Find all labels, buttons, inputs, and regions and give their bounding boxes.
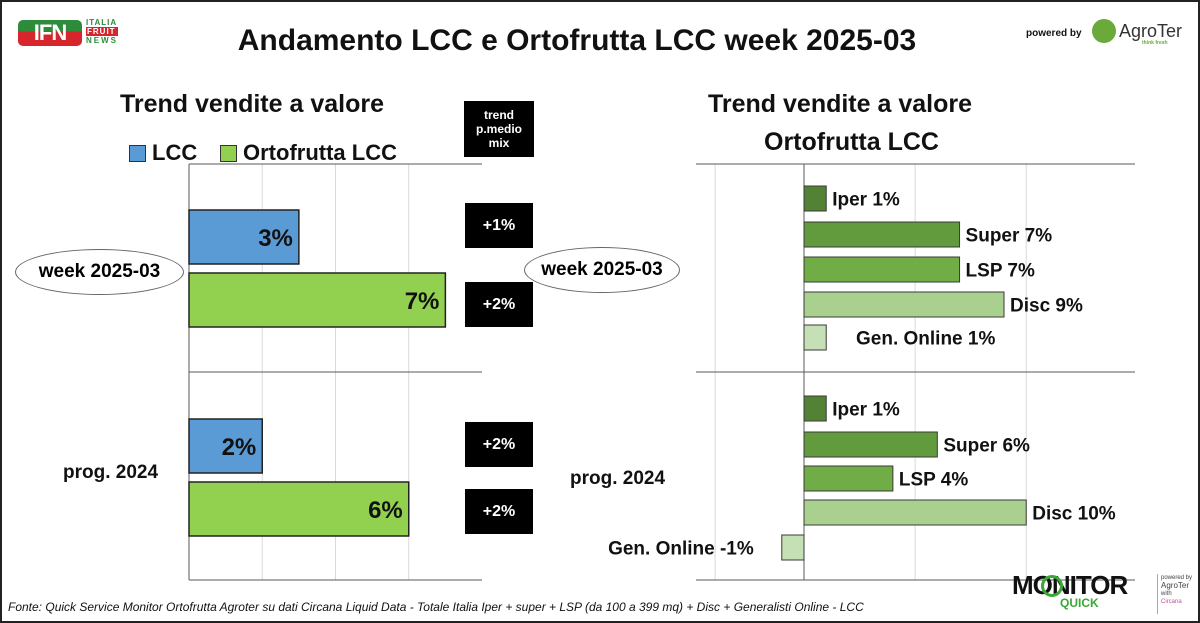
legend-label-ortofrutta: Ortofrutta LCC (243, 140, 397, 165)
right-bar-lsp-0 (803, 256, 961, 283)
legend-lcc: LCC (129, 140, 197, 166)
mini-circana: Circana (1161, 599, 1182, 605)
mini-with: with (1161, 591, 1172, 597)
right-bar-super-0 (803, 221, 961, 248)
monitor-powered-block: powered by AgroTer with Circana (1157, 574, 1197, 614)
right-bar-disc-1 (803, 499, 1027, 526)
trend-header-line-2: p.medio (475, 122, 522, 136)
trend-box-week-ortofrutta: +2% (465, 282, 533, 327)
left-bar-label: 2% (222, 434, 257, 461)
legend-label-lcc: LCC (152, 140, 198, 165)
monitor-quick-logo: MONITOR QUICK (1012, 570, 1152, 614)
ifn-logo: IFN ITALIA FRUIT NEWS (18, 18, 128, 48)
magnifier-icon (1041, 575, 1063, 597)
powered-by-label: powered by (1026, 28, 1082, 39)
left-bar-label: 7% (405, 288, 440, 315)
right-bar-lsp-1 (803, 465, 894, 492)
agroter-brand: AgroTer (1119, 21, 1183, 41)
right-bar-iper-1 (803, 395, 827, 422)
left-bar-label: 6% (368, 497, 403, 524)
right-bar-label: Gen. Online -1% (608, 539, 754, 560)
right-chart-title-line-1: Trend vendite a valore (708, 90, 972, 118)
ifn-logo-line-2: FRUIT (86, 27, 118, 36)
legend-swatch-ortofrutta (220, 144, 237, 162)
left-category-prog: prog. 2024 (63, 462, 159, 483)
left-bar-ortofrutta-lcc-0 (188, 272, 447, 328)
agroter-tagline: think fresh (1142, 40, 1168, 46)
main-title: Andamento LCC e Ortofrutta LCC week 2025… (237, 24, 917, 57)
left-bar-label: 3% (258, 225, 293, 252)
left-bar-ortofrutta-lcc-1 (188, 481, 410, 537)
right-bar-label: LSP 4% (899, 470, 968, 491)
right-bar-label: Disc 10% (1032, 504, 1116, 525)
trend-box-prog-lcc: +2% (465, 422, 533, 467)
right-bar-gen-online-0 (803, 324, 827, 351)
left-chart-title: Trend vendite a valore (120, 90, 384, 118)
right-bar-label: LSP 7% (966, 261, 1035, 282)
right-bar-disc-0 (803, 291, 1005, 318)
right-bar-label: Gen. Online 1% (856, 329, 995, 350)
source-footnote: Fonte: Quick Service Monitor Ortofrutta … (8, 600, 864, 614)
legend-swatch-lcc (129, 144, 146, 162)
right-bar-gen-online-1 (781, 534, 805, 561)
right-bar-label: Super 6% (943, 436, 1030, 457)
mini-powered-by: powered by (1161, 575, 1193, 581)
agroter-tree-icon (1092, 19, 1116, 43)
right-chart-title-line-2: Ortofrutta LCC (764, 128, 939, 156)
monitor-logo-text: MONITOR (1012, 570, 1128, 600)
right-bar-super-1 (803, 431, 938, 458)
trend-box-prog-ortofrutta: +2% (465, 489, 533, 534)
trend-pmedio-mix-header: trend p.medio mix (464, 101, 534, 157)
left-category-week: week 2025-03 (15, 249, 184, 295)
ifn-logo-line-3: NEWS (86, 36, 118, 45)
right-bar-label: Disc 9% (1010, 296, 1083, 317)
mini-agroter: AgroTer (1161, 581, 1190, 590)
left-bar-lcc-0 (188, 209, 300, 265)
right-bar-iper-0 (803, 185, 827, 212)
legend-ortofrutta: Ortofrutta LCC (220, 140, 397, 166)
ifn-logo-mark: IFN (18, 20, 82, 46)
left-bar-lcc-1 (188, 418, 263, 474)
right-bar-label: Iper 1% (832, 400, 900, 421)
right-bar-label: Iper 1% (832, 190, 900, 211)
monitor-logo-sub: QUICK (1060, 596, 1099, 610)
right-category-prog: prog. 2024 (570, 468, 666, 489)
right-bar-label: Super 7% (966, 226, 1053, 247)
trend-header-line-3: mix (488, 136, 510, 150)
trend-header-line-1: trend (484, 108, 514, 122)
ifn-logo-line-1: ITALIA (86, 18, 118, 27)
right-category-week: week 2025-03 (524, 247, 680, 293)
trend-box-week-lcc: +1% (465, 203, 533, 248)
